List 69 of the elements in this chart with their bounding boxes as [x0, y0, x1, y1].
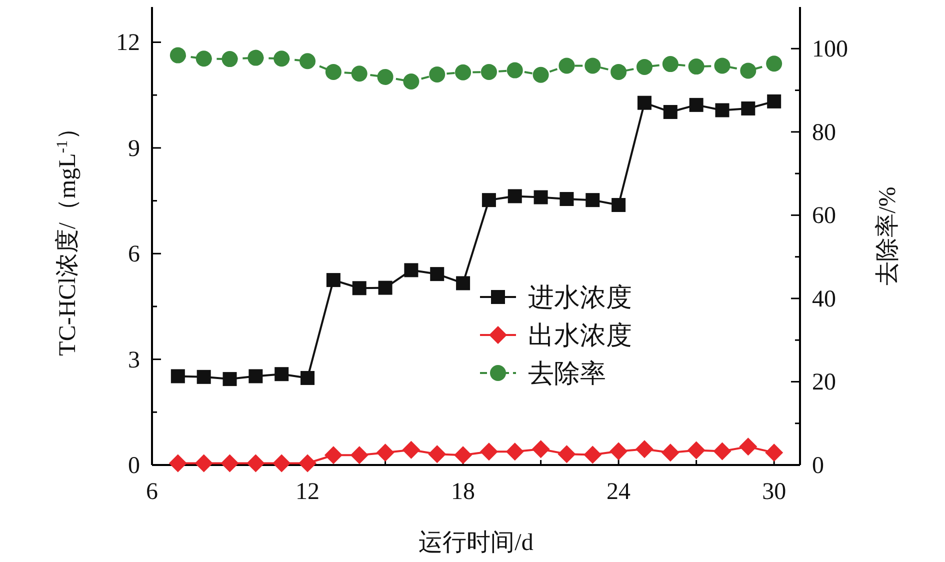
point: [508, 189, 522, 204]
point: [663, 104, 678, 119]
point: [480, 442, 498, 461]
x-axis-title: 运行时间/d: [418, 530, 534, 556]
y2-tick-label: 20: [812, 370, 836, 396]
point: [713, 442, 732, 460]
point: [506, 442, 524, 461]
point: [687, 441, 706, 460]
point: [715, 103, 730, 118]
y-tick-label: 6: [128, 242, 140, 268]
point: [637, 96, 652, 110]
point: [402, 440, 420, 459]
point: [300, 370, 315, 385]
point: [170, 369, 185, 384]
point: [326, 273, 340, 288]
legend-label: 去除率: [528, 359, 606, 388]
point: [428, 445, 446, 464]
x-tick-label: 12: [296, 479, 320, 505]
y2-tick-label: 60: [812, 203, 836, 230]
point: [222, 372, 237, 386]
point: [324, 446, 342, 464]
point: [404, 263, 418, 278]
point: [456, 276, 470, 290]
point: [558, 445, 576, 464]
point: [430, 267, 444, 282]
x-tick-label: 30: [762, 479, 786, 505]
point: [196, 370, 211, 384]
point: [378, 280, 392, 295]
point: [454, 446, 472, 464]
point: [482, 193, 496, 208]
y-tick-label: 12: [116, 30, 140, 56]
y-tick-label: 9: [128, 136, 140, 162]
y-tick-label: 0: [128, 453, 140, 479]
x-tick-label: 6: [146, 479, 158, 505]
x-tick-label: 18: [451, 479, 476, 505]
y2-tick-label: 0: [812, 453, 824, 479]
point: [220, 454, 239, 472]
point: [612, 198, 626, 212]
y-tick-label: 3: [128, 347, 140, 374]
x-tick-label: 24: [606, 479, 631, 505]
point: [248, 369, 263, 384]
point: [560, 192, 574, 206]
point: [689, 98, 704, 112]
point: [610, 442, 628, 460]
point: [739, 438, 758, 456]
point: [274, 367, 289, 382]
y2-tick-label: 100: [812, 36, 848, 63]
point: [376, 444, 394, 462]
point: [168, 454, 187, 472]
point: [741, 101, 756, 116]
legend-label: 进水浓度: [528, 283, 632, 312]
y2-tick-label: 80: [812, 120, 836, 146]
point: [350, 446, 368, 464]
point: [767, 94, 782, 108]
point: [272, 454, 291, 472]
point: [194, 454, 213, 472]
point: [352, 281, 366, 296]
point: [586, 193, 600, 208]
point: [298, 454, 317, 472]
point: [584, 446, 602, 464]
y2-tick-label: 40: [812, 286, 836, 312]
legend-label: 出水浓度: [528, 321, 632, 350]
point: [532, 440, 550, 458]
point: [661, 444, 680, 462]
point: [635, 440, 654, 458]
point: [246, 454, 265, 472]
point: [765, 444, 784, 462]
point: [534, 190, 548, 204]
y2-axis-title: 去除率/%: [874, 186, 901, 286]
